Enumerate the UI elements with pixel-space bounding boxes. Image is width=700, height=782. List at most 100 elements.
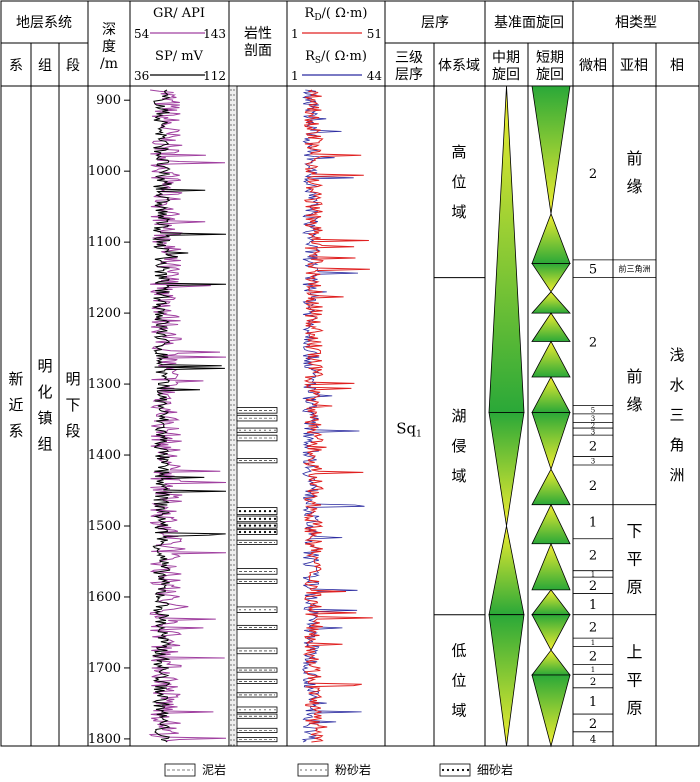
xi-char: 新 <box>8 370 23 388</box>
systems-tract-char: 域 <box>451 701 466 719</box>
subfacies-char: 下 <box>626 522 642 541</box>
subfacies-char: 原 <box>626 698 642 717</box>
falling-cycle-triangle <box>531 85 571 214</box>
sequence-header: 层序 <box>421 15 449 31</box>
microfacies-label: 2 <box>589 167 597 182</box>
zu-char: 明 <box>37 357 52 375</box>
bed-pattern <box>268 517 272 521</box>
fine-bed <box>439 763 471 777</box>
bed-pattern <box>259 429 261 431</box>
bed-pattern <box>441 768 445 772</box>
bed-pattern <box>461 768 465 772</box>
depth-header-line-2: 度 <box>102 39 116 55</box>
rising-cycle-triangle <box>488 85 525 413</box>
lithology-legend: 泥岩 粉砂岩 细砂岩 <box>164 762 513 777</box>
mid-cycle-header-line-2: 旋回 <box>492 67 520 83</box>
bed-pattern <box>258 509 262 513</box>
microfacies-label: 2 <box>589 335 597 350</box>
xi-char: 系 <box>8 422 23 440</box>
rising-cycle-triangle <box>531 340 571 378</box>
gr-label: GR/ API <box>153 6 205 21</box>
rd-max: 51 <box>367 27 382 41</box>
bed-pattern <box>268 524 272 527</box>
rd-label: RD/( Ω·m) <box>305 6 368 23</box>
bed-pattern <box>320 769 322 771</box>
bed-pattern <box>248 517 252 521</box>
microfacies-label: 1 <box>591 571 595 579</box>
lith-header-line-1: 岩性 <box>244 26 272 42</box>
falling-cycle-triangle <box>531 674 571 748</box>
fine-bed <box>236 515 278 523</box>
bed-pattern <box>259 609 261 611</box>
bed-pattern <box>243 517 247 521</box>
rising-cycle-triangle <box>531 542 571 591</box>
bed-pattern <box>253 509 257 513</box>
bed-pattern <box>446 768 450 772</box>
bed-pattern <box>249 609 251 611</box>
microfacies-label: 3 <box>591 415 595 423</box>
rs-max: 44 <box>367 69 383 83</box>
silt-bed <box>236 706 278 714</box>
bed-pattern <box>310 769 312 771</box>
systems-tract-char: 位 <box>451 173 466 191</box>
bed-pattern <box>274 609 276 611</box>
depth-tick-label: 1400 <box>88 448 121 463</box>
microfacies-label: 3 <box>591 428 595 436</box>
fine-bed <box>236 507 278 516</box>
sp-label: SP/ mV <box>155 49 203 64</box>
subfacies-char: 缘 <box>626 395 642 414</box>
depth-tick-label: 1300 <box>88 377 121 392</box>
bed-pattern <box>273 530 277 534</box>
depth-tick-label: 1100 <box>88 235 121 250</box>
third-order-header-line-1: 三级 <box>395 50 423 66</box>
xi-char: 近 <box>8 396 23 414</box>
microfacies-label: 2 <box>589 579 597 594</box>
bed-pattern <box>243 524 247 527</box>
bed-pattern <box>274 709 276 711</box>
bed-pattern <box>238 530 242 534</box>
bed-pattern <box>268 530 272 534</box>
falling-cycle-triangle <box>488 412 525 527</box>
bed-pattern <box>238 517 242 521</box>
bed-pattern <box>325 769 327 771</box>
bed-pattern <box>264 709 266 711</box>
duan-char: 下 <box>65 396 80 414</box>
bed-pattern <box>244 709 246 711</box>
bed-pattern <box>254 609 256 611</box>
duan-char: 明 <box>65 370 80 388</box>
depth-axis: 900 1000 1100 1200 1300 1400 1500 1600 1700 1800 <box>88 93 130 747</box>
microfacies-label: 1 <box>591 639 595 647</box>
rs-curve <box>301 89 365 743</box>
bed-pattern <box>263 517 267 521</box>
bed-pattern <box>263 530 267 534</box>
silt-bed <box>236 427 278 433</box>
facies-columns: 25253232321212121212124前缘前三角洲前缘下平原上平原浅水三… <box>573 149 685 746</box>
legend-label: 泥岩 <box>202 762 226 777</box>
subfacies-char: 上 <box>626 642 642 661</box>
depth-tick-label: 1700 <box>88 661 121 676</box>
base-level-cycles <box>488 85 571 748</box>
bed-pattern <box>259 709 261 711</box>
microfacies-label: 2 <box>589 549 597 564</box>
facies-col-header: 相 <box>670 58 684 74</box>
base-level-header: 基准面旋回 <box>494 14 564 31</box>
bed-pattern <box>243 509 247 513</box>
bed-pattern <box>269 609 271 611</box>
bed-pattern <box>243 530 247 534</box>
bed-pattern <box>269 429 271 431</box>
bed-pattern <box>269 709 271 711</box>
bed-pattern <box>249 429 251 431</box>
bed-pattern <box>239 609 241 611</box>
microfacies-label: 5 <box>589 263 597 278</box>
depth-tick-label: 1000 <box>88 164 121 179</box>
bed-pattern <box>239 709 241 711</box>
bed-pattern <box>263 524 267 527</box>
bed-pattern <box>273 517 277 521</box>
rd-min: 1 <box>291 27 299 41</box>
fine-bed <box>236 529 278 535</box>
depth-tick-label: 900 <box>96 93 121 108</box>
rising-cycle-triangle <box>531 649 571 676</box>
depth-tick-label: 1200 <box>88 306 121 321</box>
microfacies-label: 1 <box>589 516 597 531</box>
rising-cycle-triangle <box>531 376 571 413</box>
